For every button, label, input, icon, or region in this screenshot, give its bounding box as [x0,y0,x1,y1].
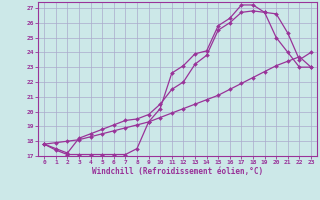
X-axis label: Windchill (Refroidissement éolien,°C): Windchill (Refroidissement éolien,°C) [92,167,263,176]
